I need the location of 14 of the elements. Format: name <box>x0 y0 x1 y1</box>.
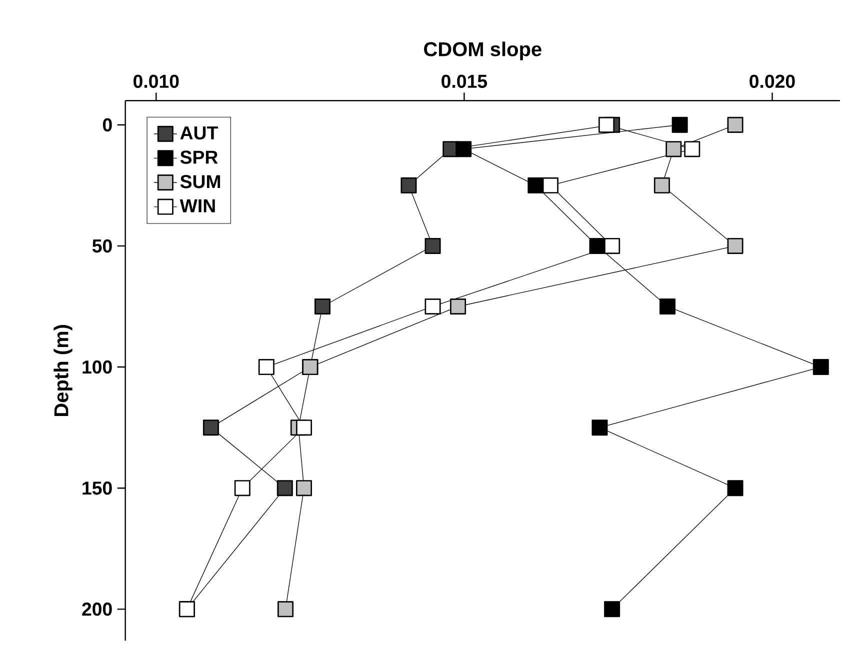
y-tick-label: 0 <box>102 118 112 132</box>
x-tick-label: 0.020 <box>750 74 795 88</box>
y-tick-label: 150 <box>82 481 112 495</box>
legend-label: WIN <box>180 199 215 212</box>
y-tick-label: 50 <box>92 239 112 253</box>
y-axis-title: Depth (m) <box>54 325 72 416</box>
x-tick-label: 0.015 <box>442 74 488 88</box>
x-axis-title: CDOM slope <box>424 42 542 60</box>
legend-label: SUM <box>180 174 220 188</box>
legend-label: AUT <box>180 126 218 140</box>
legend-label: SPR <box>180 150 218 164</box>
y-tick-label: 200 <box>82 602 112 616</box>
x-tick-label: 0.010 <box>134 74 179 88</box>
y-tick-label: 100 <box>82 360 112 374</box>
